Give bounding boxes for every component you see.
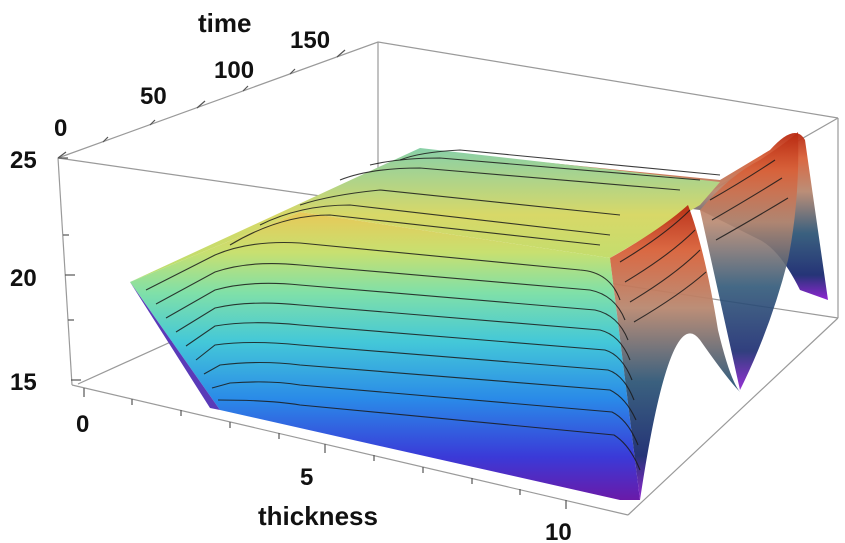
y-axis-ticks xyxy=(57,49,346,159)
surface xyxy=(130,132,828,500)
x-axis-label: thickness xyxy=(258,501,378,531)
surface-front-peak xyxy=(610,205,740,500)
z-axis-ticks xyxy=(58,157,81,381)
x-tick-label: 5 xyxy=(300,464,313,491)
surface-back-peak xyxy=(700,132,799,390)
y-tick-label: 50 xyxy=(140,83,167,110)
x-tick-label: 0 xyxy=(76,411,89,438)
x-tick-label: 10 xyxy=(545,519,572,543)
contour-lines xyxy=(145,149,789,471)
y-tick-label: 0 xyxy=(54,115,67,142)
x-axis-ticks xyxy=(83,388,567,509)
z-tick-label: 20 xyxy=(10,265,37,292)
plot-box-front xyxy=(71,317,839,516)
y-tick-label: 150 xyxy=(290,27,330,54)
y-tick-labels: 0 50 100 150 xyxy=(54,27,330,142)
surface-front xyxy=(130,212,640,500)
z-tick-label: 15 xyxy=(10,369,37,396)
z-tick-labels: 25 20 15 xyxy=(10,147,37,396)
y-axis-label: time xyxy=(198,8,251,38)
z-tick-label: 25 xyxy=(10,147,37,174)
surface-plateau xyxy=(130,148,720,282)
y-tick-label: 100 xyxy=(214,57,254,84)
x-tick-labels: 0 5 10 xyxy=(76,411,572,543)
surface-left-face xyxy=(130,282,220,410)
